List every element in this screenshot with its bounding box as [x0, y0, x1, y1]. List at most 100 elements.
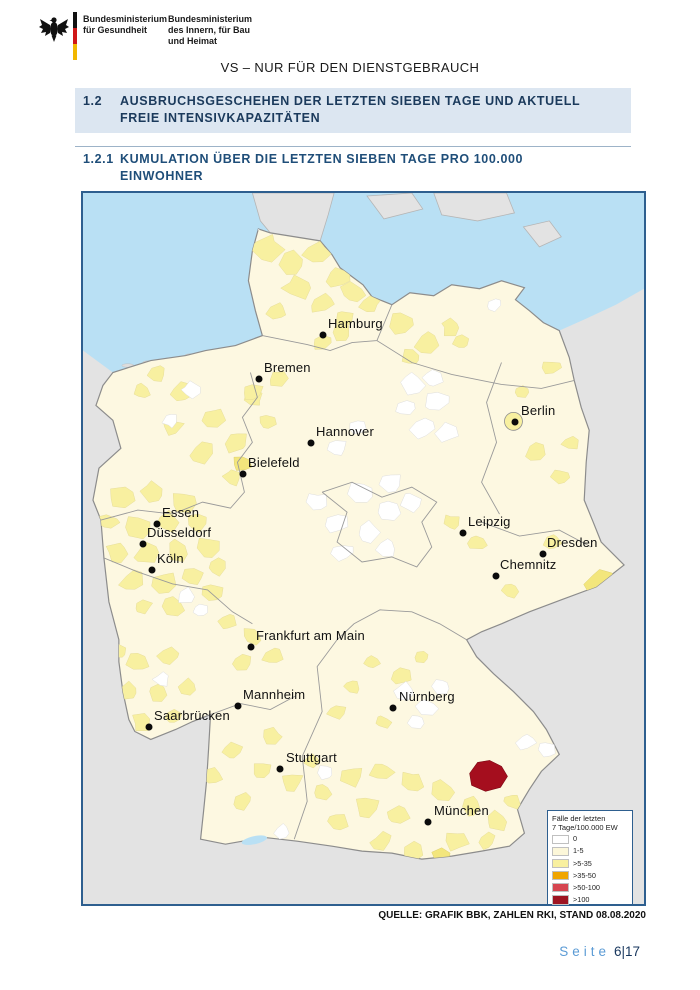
district-blob-white	[399, 493, 422, 514]
section-heading-1-2: 1.2 AUSBRUCHSGESCHEHEN DER LETZTEN SIEBE…	[75, 88, 631, 133]
district-blob-yellow	[231, 653, 252, 671]
district-blob-white	[273, 823, 290, 840]
district-blob-white	[431, 679, 450, 695]
ministry-interior-line2: des Innern, für Bau	[168, 25, 251, 35]
district-blob-yellow	[280, 274, 311, 300]
legend-label: 1-5	[573, 846, 584, 856]
district-blob-white	[515, 733, 538, 751]
hotspot-district	[469, 760, 508, 792]
district-blob-yellow	[221, 469, 240, 487]
district-blob-yellow	[196, 537, 220, 558]
city-label: Essen	[162, 505, 200, 520]
district-blob-yellow	[133, 382, 151, 398]
district-blob-yellow	[542, 534, 563, 550]
district-blob-yellow	[301, 240, 332, 263]
ministry-interior-line1: Bundesministerium	[168, 14, 253, 24]
page-footer: Seite 6|17	[559, 944, 640, 959]
district-blob-white	[406, 715, 425, 729]
district-blob-yellow	[375, 715, 393, 729]
city-dot	[424, 818, 432, 826]
district-blob-deep-yellow	[431, 847, 451, 860]
flag-bar	[73, 12, 77, 60]
district-blob-yellow	[443, 514, 460, 530]
district-blob-yellow	[133, 541, 160, 563]
district-blob-yellow	[125, 653, 150, 670]
district-blob-yellow	[221, 741, 244, 759]
district-blob-white	[358, 519, 381, 544]
district-blob-yellow	[431, 779, 456, 801]
legend-swatch	[552, 882, 569, 893]
district-blob-white	[421, 369, 444, 387]
germany-choropleth-map: Hamburg Bremen Berlin Hannover Bielefeld Esse…	[81, 191, 646, 906]
city-dot	[319, 331, 327, 339]
flag-red	[73, 28, 77, 44]
district-blob-white	[538, 742, 556, 758]
city-dot	[148, 566, 156, 574]
district-blob-yellow	[146, 365, 165, 382]
district-blob-white	[151, 671, 169, 687]
district-blob-yellow	[467, 535, 488, 550]
district-blob-yellow	[244, 384, 264, 400]
district-blob-white	[192, 603, 208, 617]
legend-swatch	[552, 858, 569, 869]
district-blob-yellow	[339, 281, 367, 303]
state-borders	[100, 304, 592, 840]
city-label: Mannheim	[243, 687, 306, 702]
district-blob-white	[378, 474, 401, 493]
lake-constance	[241, 835, 268, 845]
district-shading	[96, 228, 621, 860]
flag-gold	[73, 44, 77, 60]
district-blob-yellow	[177, 677, 196, 696]
district-blob-yellow	[327, 814, 349, 831]
city-dot	[145, 723, 153, 731]
district-blob-yellow	[313, 335, 332, 350]
section-number-1-2-1: 1.2.1	[83, 152, 114, 166]
legend-swatch	[552, 895, 569, 905]
district-blob-yellow	[261, 647, 284, 663]
district-blob-yellow	[181, 568, 204, 585]
ministry-health-name: Bundesministerium für Gesundheit	[83, 14, 167, 36]
city-dot	[247, 643, 255, 651]
district-blob-yellow	[243, 628, 262, 646]
city-dot	[234, 702, 242, 710]
district-blob-white	[374, 538, 395, 557]
district-blob-white	[400, 371, 427, 396]
city-dot	[539, 550, 547, 558]
district-blob-yellow	[549, 469, 571, 485]
footer-label: Seite	[559, 944, 610, 959]
district-blob-white	[349, 420, 367, 435]
district-blob-yellow	[311, 292, 335, 313]
ministry-health-line1: Bundesministerium	[83, 14, 168, 24]
district-blob-yellow	[451, 334, 470, 348]
district-blob-yellow	[139, 480, 163, 503]
district-blob-yellow	[169, 538, 188, 563]
ministry-interior-name: Bundesministerium des Innern, für Bau un…	[168, 14, 252, 47]
district-blob-yellow	[404, 840, 424, 860]
legend-box: Fälle der letzten 7 Tage/100.000 EW 0 1-5…	[547, 810, 633, 905]
district-blob-yellow	[314, 784, 333, 801]
city-label: Köln	[157, 551, 184, 566]
district-blob-yellow	[413, 331, 440, 354]
legend-swatch	[552, 846, 569, 857]
danish-islands	[251, 193, 562, 248]
district-blob-white	[408, 417, 436, 440]
source-caption: QUELLE: GRAFIK BBK, ZAHLEN RKI, STAND 08…	[378, 910, 646, 921]
district-blob-yellow	[117, 569, 144, 590]
district-blob-yellow	[164, 708, 183, 723]
germany-outline	[92, 228, 625, 860]
legend-label: >100	[573, 894, 590, 904]
district-blob-white	[377, 500, 402, 521]
legend-item: 1-5	[552, 846, 628, 857]
section-title-1-2: AUSBRUCHSGESCHEHEN DER LETZTEN SIEBEN TA…	[120, 94, 580, 125]
district-blob-yellow	[478, 831, 496, 850]
district-blob-white	[425, 392, 450, 411]
legend-title-line2: 7 Tage/100.000 EW	[552, 823, 618, 832]
city-label: Berlin	[521, 403, 556, 418]
classification-banner: VS – NUR FÜR DEN DIENSTGEBRAUCH	[220, 60, 480, 75]
district-blob-yellow	[541, 361, 562, 375]
district-blob-yellow	[390, 667, 412, 685]
city-label: Nürnberg	[399, 689, 455, 704]
legend-label: >5-35	[573, 858, 592, 868]
city-dot	[459, 529, 467, 537]
city-label: Bielefeld	[248, 455, 300, 470]
